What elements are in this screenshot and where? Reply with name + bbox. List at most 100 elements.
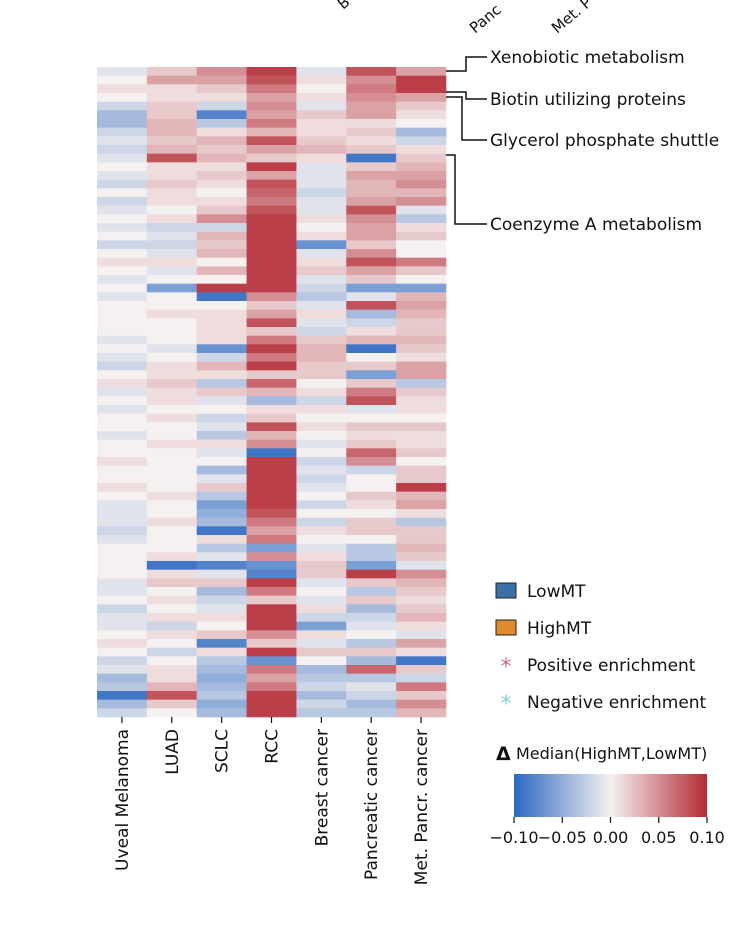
heatmap-cell [396,75,447,85]
legend-star-icon: * [501,692,512,717]
heatmap-cell [296,379,347,388]
heatmap-cell [346,413,397,423]
heatmap-cell [196,153,247,163]
heatmap-cell [97,647,148,657]
heatmap-cell [296,75,347,85]
heatmap-cell [246,639,297,648]
heatmap-cell [246,665,297,674]
heatmap-cell [296,344,347,354]
heatmap-cell [396,396,447,406]
heatmap-cell [196,197,247,206]
heatmap-cell [97,93,148,102]
colorbar: Δ Median(HighMT,LowMT) −0.10 −0.05 0.00 0.05 0… [489,743,724,847]
heatmap-cell [146,422,198,432]
heatmap-cell [146,413,198,423]
heatmap-cell [246,656,297,666]
heatmap-cell [396,101,447,111]
heatmap-cell [97,535,148,544]
heatmap-cell [196,630,247,640]
heatmap-cell [396,422,447,432]
heatmap-cell [146,266,198,276]
heatmap-cell [196,699,247,709]
heatmap-cell [296,110,347,120]
heatmap-cell [396,656,447,666]
heatmap-cell [296,188,347,198]
heatmap-cell [396,439,447,449]
heatmap-cell [97,543,148,553]
heatmap-cell [246,448,297,458]
heatmap-cell [196,647,247,657]
heatmap-cell [97,188,148,198]
heatmap-cell [146,162,198,172]
heatmap-cell [97,231,148,241]
heatmap-cell [296,171,347,180]
heatmap-cell [246,309,297,319]
heatmap-cell [246,275,297,284]
heatmap-cell [296,327,347,336]
heatmap-cell [246,179,297,189]
heatmap-cell [246,171,297,180]
heatmap-cell [246,145,297,154]
heatmap-cell [246,517,297,527]
heatmap-cell [396,188,447,198]
heatmap-cell [346,136,397,146]
heatmap-cell [196,101,247,111]
heatmap-cell [97,335,148,345]
heatmap-cell [296,509,347,518]
heatmap-cell [146,231,198,241]
heatmap-cell [396,257,447,267]
legend-star-icon: * [501,655,512,680]
heatmap-cell [146,188,198,198]
heatmap-cell [246,379,297,388]
heatmap-cell [196,517,247,527]
heatmap-cell [97,266,148,276]
heatmap-cell [97,491,148,501]
heatmap-cell [196,656,247,666]
heatmap-cell [296,231,347,241]
legend-label: Negative enrichment [527,693,707,713]
heatmap-cell [296,431,347,440]
heatmap-cell [396,387,447,397]
heatmap-cell [296,67,347,76]
heatmap-cell [396,639,447,648]
heatmap-cell [246,613,297,622]
heatmap-cell [296,474,347,484]
heatmap-cell [146,569,198,579]
heatmap-cell [196,413,247,423]
heatmap-cell [296,361,347,371]
heatmap-cell [146,240,198,250]
heatmap-cell [146,647,198,657]
heatmap-cell [97,75,148,85]
heatmap-cell [97,84,148,94]
heatmap-cell [146,197,198,206]
heatmap-cell [246,67,297,76]
heatmap-cell [296,396,347,406]
legend-swatch [495,619,517,636]
heatmap-cell [97,318,148,328]
heatmap-cell [196,509,247,518]
heatmap-cell [146,630,198,640]
heatmap-cell [396,413,447,423]
heatmap-cell [146,335,198,345]
heatmap-cell [196,439,247,449]
heatmap-cell [246,439,297,449]
heatmap-cell [196,119,247,128]
heatmap-cell [346,448,397,458]
heatmap-cell [396,517,447,527]
heatmap-cell [196,205,247,215]
heatmap-cell [296,656,347,666]
heatmap-cell [296,665,347,674]
heatmap-cell [196,543,247,553]
heatmap-cell [196,344,247,354]
heatmap-cell [246,474,297,484]
heatmap-cell [146,67,198,76]
heatmap-cell [396,292,447,302]
heatmap-cell [146,119,198,128]
heatmap-cell [396,370,447,380]
heatmap-cell [246,318,297,328]
heatmap-cell [146,535,198,544]
heatmap-cell [196,335,247,345]
heatmap-cell [396,327,447,336]
heatmap-cell [97,621,148,631]
heatmap-cell [146,691,198,700]
